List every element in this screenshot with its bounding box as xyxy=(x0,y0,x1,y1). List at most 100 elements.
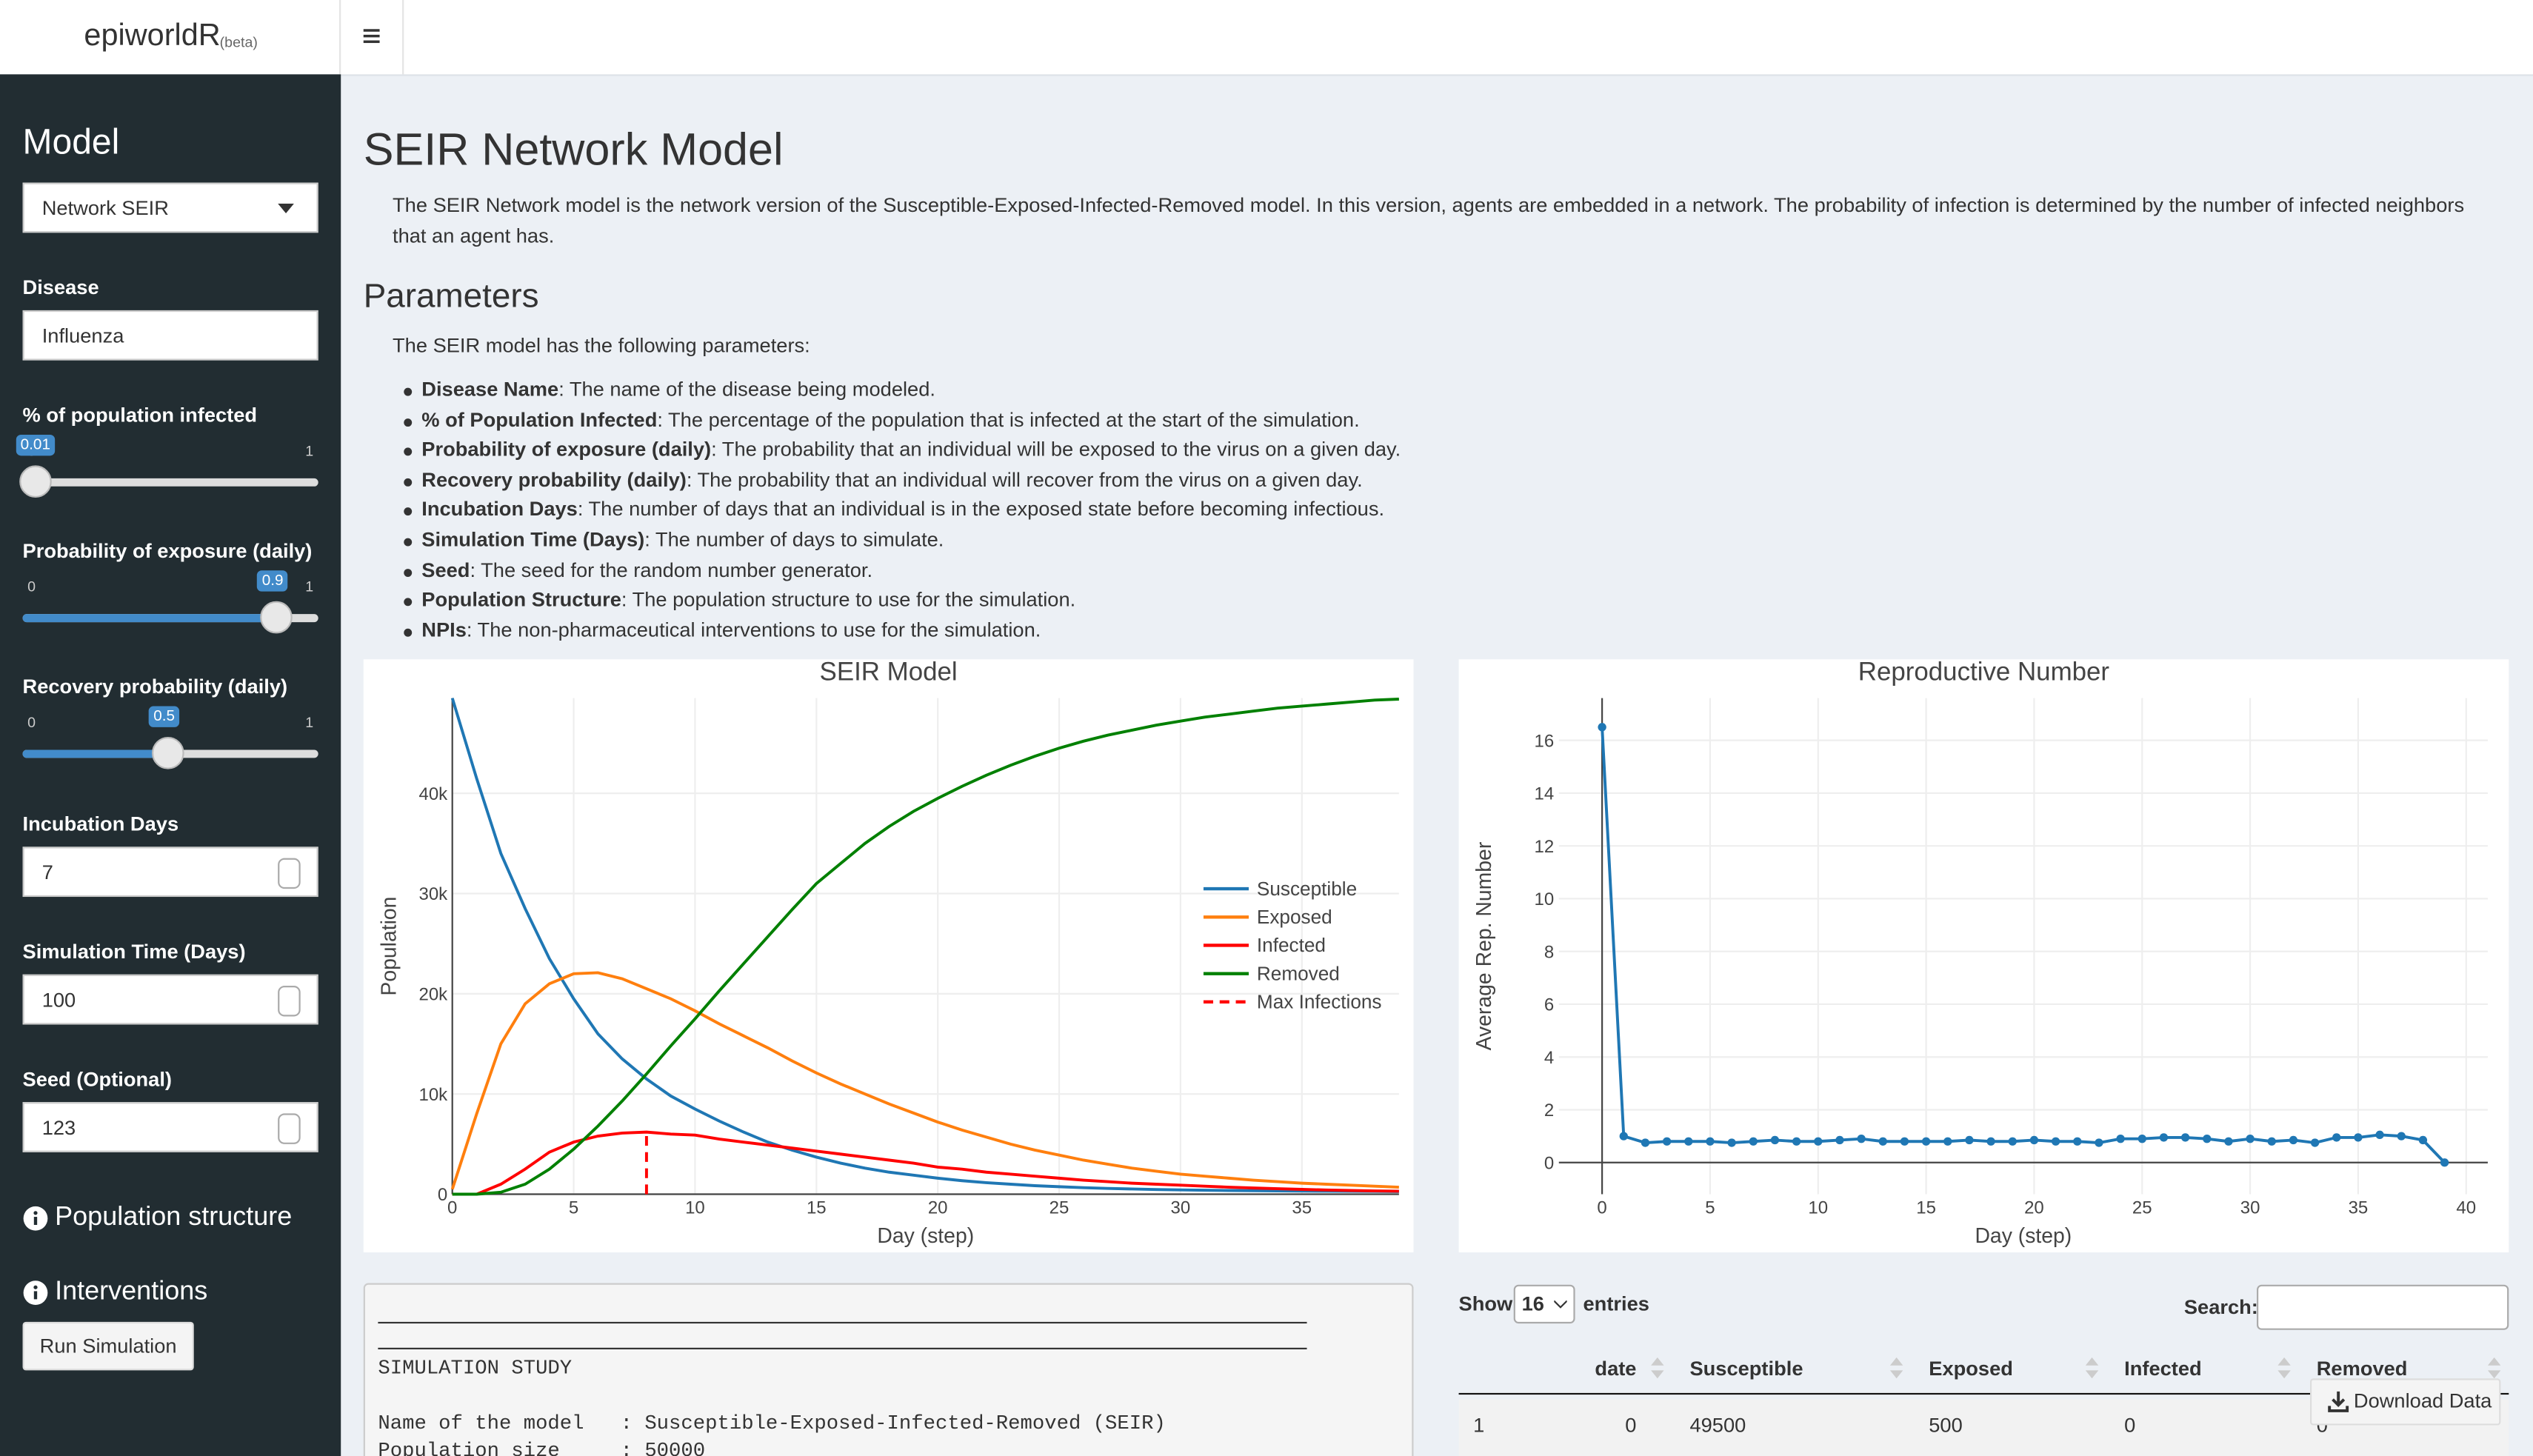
spinner xyxy=(278,1113,301,1144)
search-label: Search: xyxy=(2183,1295,2258,1319)
menu-toggle[interactable] xyxy=(362,26,383,47)
download-button[interactable]: Download Data xyxy=(2310,1378,2501,1426)
info-icon xyxy=(23,1280,48,1305)
point xyxy=(2332,1133,2341,1142)
list-item: Recovery probability (daily): The probab… xyxy=(421,468,1362,491)
point xyxy=(1749,1137,1758,1146)
item-term: NPIs xyxy=(421,618,467,641)
slider-handle[interactable] xyxy=(19,465,52,498)
column-header[interactable]: date xyxy=(1595,1357,1637,1380)
item-term: Simulation Time (Days) xyxy=(421,528,645,552)
input-value: 123 xyxy=(41,1116,76,1140)
chart-panel: SEIR Model Day (step) Population 0 10k 20k 30k… xyxy=(363,658,1414,1253)
sort-icon xyxy=(2277,1357,2291,1379)
point xyxy=(1986,1137,1995,1146)
length-select[interactable]: 16 xyxy=(1513,1284,1575,1324)
list-item: Incubation Days: The number of days that… xyxy=(421,498,1384,521)
point xyxy=(1619,1132,1628,1141)
slider-fill xyxy=(22,749,168,758)
section-heading: Parameters xyxy=(363,278,539,315)
x-tick-label: 20 xyxy=(2024,1198,2044,1218)
table-cell: 0 xyxy=(1625,1414,1637,1437)
point xyxy=(2116,1135,2125,1143)
model-select[interactable]: Network SEIR xyxy=(22,182,318,233)
section-title[interactable]: Interventions xyxy=(55,1276,208,1306)
table-cell: 0 xyxy=(2124,1414,2136,1437)
column-header[interactable]: Removed xyxy=(2316,1357,2408,1380)
output-line: Name of the model : Susceptible-Exposed-… xyxy=(378,1412,1166,1435)
bullet xyxy=(404,568,413,577)
list-item: Seed: The seed for the random number gen… xyxy=(421,558,872,581)
column-header[interactable]: Susceptible xyxy=(1689,1357,1803,1380)
point xyxy=(2159,1133,2169,1142)
item-text: : The non-pharmaceutical interventions t… xyxy=(466,618,1041,641)
y-tick-label: 30k xyxy=(419,884,449,904)
point xyxy=(1943,1137,1952,1146)
y-tick-label: 20k xyxy=(419,985,449,1005)
number-input[interactable]: 7 xyxy=(22,846,318,898)
rule xyxy=(378,1347,1307,1349)
point xyxy=(2224,1137,2233,1146)
point xyxy=(1641,1138,1650,1147)
point xyxy=(2051,1137,2060,1146)
item-term: Incubation Days xyxy=(421,498,578,521)
sort-icon xyxy=(1651,1357,1664,1379)
run-button[interactable]: Run Simulation xyxy=(22,1321,194,1371)
bullet xyxy=(404,478,413,487)
bullet xyxy=(404,628,413,637)
point xyxy=(2418,1135,2428,1145)
legend-label: Infected xyxy=(1257,934,1326,956)
point xyxy=(1900,1137,1909,1146)
download-icon xyxy=(2328,1391,2349,1412)
point xyxy=(2073,1137,2082,1146)
table-cell: 49500 xyxy=(1689,1414,1746,1437)
slider-fill xyxy=(22,614,277,623)
slider-track xyxy=(22,478,318,487)
field-label: Simulation Time (Days) xyxy=(22,940,246,964)
column-header[interactable]: Infected xyxy=(2124,1357,2202,1380)
legend-label: Removed xyxy=(1257,962,1340,984)
item-text: : The population structure to use for th… xyxy=(621,588,1076,612)
series-line xyxy=(452,698,1399,1196)
section-title[interactable]: Population structure xyxy=(55,1202,293,1232)
sort-icon xyxy=(2085,1357,2099,1379)
item-term: Probability of exposure (daily) xyxy=(421,438,712,461)
chart: Reproductive Number Day (step) Average Rep… xyxy=(1472,658,2488,1248)
legend-label: Max Infections xyxy=(1257,991,1382,1013)
number-input[interactable]: 123 xyxy=(22,1102,318,1152)
bullet xyxy=(404,447,413,456)
y-axis-title: Average Rep. Number xyxy=(1472,842,1496,1051)
disease-input[interactable]: Influenza xyxy=(22,310,318,361)
x-tick-label: 35 xyxy=(2349,1198,2369,1218)
spinner xyxy=(278,858,301,889)
x-axis-title: Day (step) xyxy=(877,1224,974,1248)
y-tick-label: 16 xyxy=(1535,731,1555,751)
dropdown-caret xyxy=(278,203,294,214)
slider-handle[interactable] xyxy=(260,601,293,634)
item-term: Population Structure xyxy=(421,588,621,612)
column-header[interactable]: Exposed xyxy=(1929,1357,2013,1380)
output-text: SIMULATION STUDY Name of the model : Susc… xyxy=(378,1356,1166,1456)
slider-max: 1 xyxy=(305,442,314,459)
slider-min: 0 xyxy=(27,714,36,731)
x-tick-label: 20 xyxy=(928,1198,948,1218)
length-label: entries xyxy=(1583,1292,1649,1316)
point xyxy=(2375,1130,2384,1140)
point xyxy=(1857,1135,1866,1143)
paragraph: The SEIR model has the following paramet… xyxy=(393,334,810,358)
number-input[interactable]: 100 xyxy=(22,974,318,1025)
input-value: Influenza xyxy=(41,324,124,348)
point xyxy=(1792,1137,1801,1146)
point xyxy=(1921,1137,1931,1146)
x-tick-label: 15 xyxy=(1916,1198,1936,1218)
sidebar: Model Network SEIR Disease Influenza % o… xyxy=(0,74,341,1456)
info-icon xyxy=(23,1206,48,1231)
slider-handle[interactable] xyxy=(152,737,184,769)
y-tick-label: 12 xyxy=(1535,837,1555,857)
point xyxy=(1598,723,1606,732)
x-tick-label: 40 xyxy=(2456,1198,2476,1218)
y-tick-label: 0 xyxy=(1544,1153,1554,1173)
header-rule xyxy=(1458,1392,2509,1395)
search-input[interactable] xyxy=(2257,1284,2509,1330)
